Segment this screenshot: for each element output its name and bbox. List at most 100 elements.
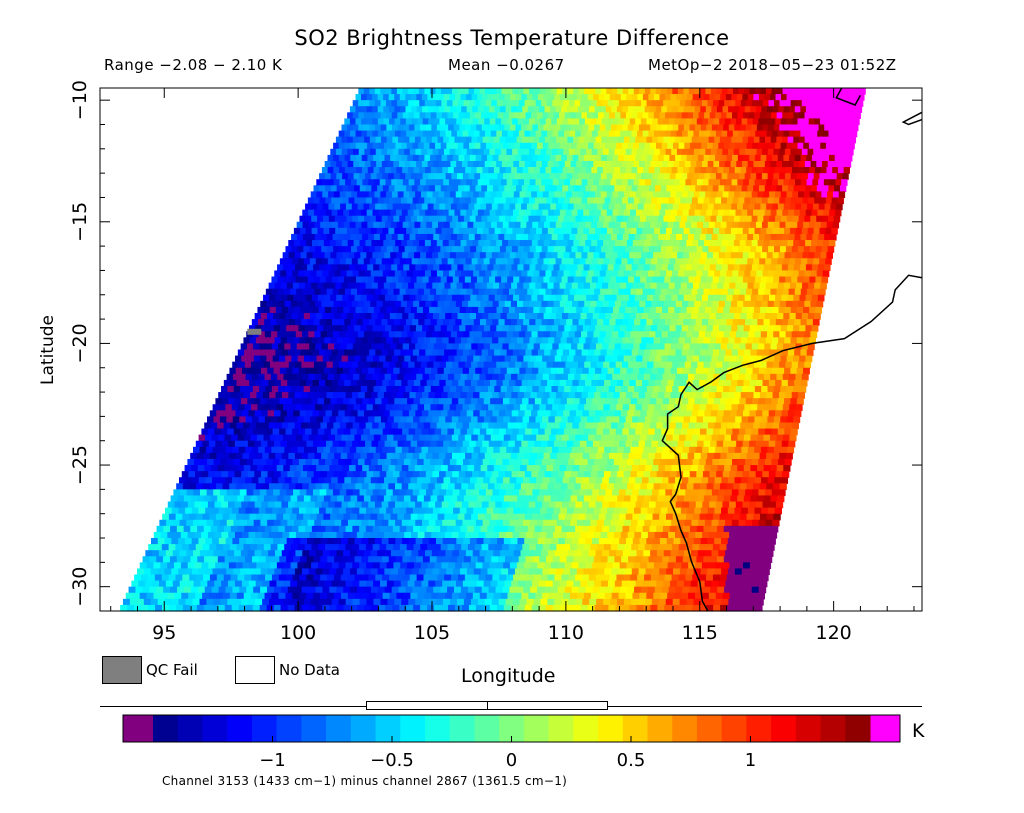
heatmap-cell (646, 118, 653, 126)
heatmap-cell (760, 252, 768, 259)
heatmap-cell (812, 179, 819, 186)
heatmap-cell (594, 349, 602, 357)
heatmap-cell (235, 355, 242, 363)
heatmap-cell (363, 203, 370, 211)
heatmap-cell (518, 410, 526, 417)
heatmap-cell (633, 343, 641, 351)
heatmap-cell (616, 106, 623, 113)
heatmap-cell (583, 209, 590, 217)
heatmap-cell (524, 100, 531, 107)
heatmap-cell (757, 373, 765, 381)
heatmap-cell (728, 215, 735, 223)
heatmap-cell (381, 160, 389, 168)
heatmap-cell (502, 379, 510, 387)
heatmap-cell (637, 130, 644, 138)
heatmap-cell (616, 233, 624, 241)
heatmap-cell (693, 404, 701, 411)
heatmap-cell (784, 227, 791, 235)
heatmap-cell (747, 361, 755, 369)
heatmap-cell (718, 100, 725, 107)
heatmap-cell (501, 276, 508, 284)
heatmap-cell (574, 313, 582, 320)
heatmap-cell (700, 300, 708, 308)
heatmap-cell (820, 167, 828, 174)
heatmap-cell (498, 355, 506, 363)
heatmap-cell (456, 203, 464, 211)
heatmap-cell (402, 221, 410, 229)
heatmap-cell (395, 130, 402, 138)
heatmap-cell (465, 306, 473, 314)
heatmap-cell (717, 331, 725, 338)
heatmap-cell (490, 160, 497, 168)
heatmap-cell (728, 148, 735, 156)
heatmap-cell (235, 410, 243, 417)
heatmap-cell (460, 410, 468, 417)
heatmap-cell (404, 246, 412, 253)
heatmap-cell (589, 282, 597, 290)
heatmap-cell (618, 331, 626, 338)
heatmap-cell (471, 258, 479, 265)
heatmap-cell (459, 167, 466, 174)
heatmap-cell (716, 215, 723, 223)
heatmap-cell (699, 130, 706, 138)
heatmap-cell (408, 343, 416, 351)
heatmap-cell (349, 367, 357, 375)
heatmap-cell (773, 148, 780, 156)
heatmap-cell (803, 118, 810, 126)
heatmap-cell (627, 142, 634, 150)
heatmap-cell (728, 167, 736, 174)
heatmap-cell (661, 331, 669, 338)
heatmap-cell (414, 112, 421, 120)
heatmap-cell (349, 337, 356, 345)
heatmap-cell (592, 313, 600, 320)
heatmap-cell (751, 343, 759, 351)
heatmap-cell (741, 282, 749, 290)
heatmap-cell (436, 124, 444, 132)
heatmap-cell (238, 361, 246, 369)
heatmap-cell (355, 106, 362, 113)
heatmap-cell (465, 167, 472, 174)
heatmap-cell (479, 270, 486, 278)
heatmap-cell (375, 203, 382, 211)
heatmap-cell (380, 337, 388, 345)
heatmap-cell (645, 367, 653, 375)
heatmap-cell (300, 240, 307, 247)
heatmap-cell (419, 112, 426, 120)
heatmap-cell (674, 331, 681, 338)
heatmap-cell (771, 398, 779, 405)
heatmap-cell (281, 392, 289, 399)
heatmap-cell (480, 282, 488, 290)
heatmap-cell (450, 118, 457, 126)
heatmap-cell (521, 185, 529, 192)
heatmap-cell (601, 136, 608, 144)
heatmap-cell (716, 148, 723, 156)
heatmap-cell (347, 325, 355, 332)
heatmap-cell (470, 197, 478, 205)
heatmap-cell (442, 337, 450, 345)
heatmap-cell (301, 276, 309, 284)
heatmap-cell (650, 221, 657, 229)
heatmap-cell (637, 398, 645, 405)
heatmap-cell (337, 349, 345, 357)
heatmap-cell (595, 227, 602, 235)
heatmap-cell (816, 270, 824, 278)
heatmap-cell (254, 367, 262, 375)
heatmap-cell (505, 410, 513, 417)
heatmap-cell (446, 343, 454, 351)
heatmap-cell (691, 136, 698, 144)
heatmap-cell (285, 398, 293, 405)
heatmap-cell (539, 167, 547, 174)
heatmap-cell (804, 136, 811, 144)
heatmap-cell (638, 240, 646, 247)
heatmap-cell (717, 355, 725, 363)
heatmap-cell (613, 100, 620, 107)
heatmap-cell (310, 270, 318, 278)
heatmap-cell (753, 337, 761, 345)
heatmap-cell (620, 410, 628, 417)
heatmap-cell (769, 118, 776, 126)
heatmap-cell (426, 136, 433, 144)
heatmap-cell (743, 112, 750, 120)
heatmap-cell (684, 313, 692, 320)
heatmap-cell (437, 367, 445, 375)
heatmap-cell (335, 148, 343, 156)
